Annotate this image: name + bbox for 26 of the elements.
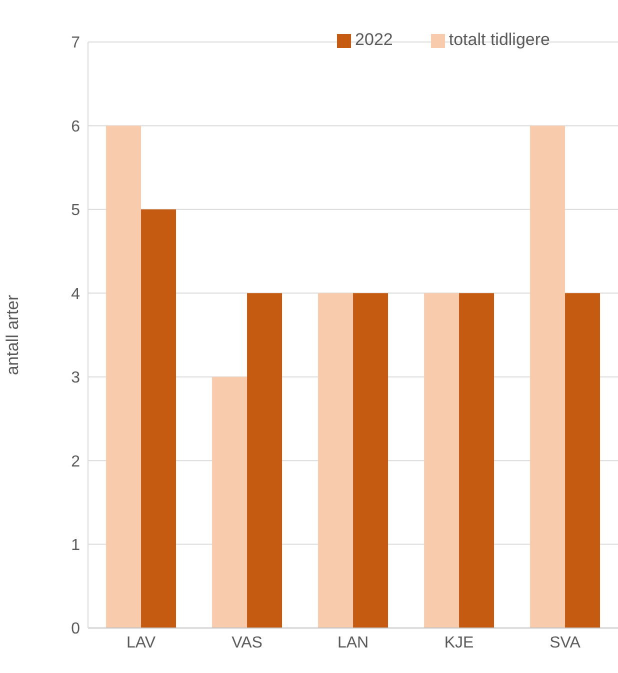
x-tick-label: VAS <box>232 634 262 652</box>
y-axis-title: antall arter <box>3 294 22 376</box>
bar <box>212 376 248 628</box>
y-tick-label: 0 <box>71 620 80 638</box>
x-tick-label: KJE <box>444 634 474 652</box>
bar <box>565 293 600 628</box>
y-tick-label: 1 <box>71 536 80 554</box>
x-tick-label: LAN <box>337 634 369 652</box>
bar <box>318 293 354 628</box>
bar <box>530 126 566 628</box>
x-tick-label: SVA <box>550 634 581 652</box>
y-tick-label: 4 <box>71 286 80 303</box>
legend-label: 2022 <box>355 30 393 49</box>
y-tick-label: 5 <box>71 202 80 220</box>
y-tick-label: 7 <box>71 34 80 52</box>
bar <box>106 126 142 628</box>
bar <box>247 293 282 628</box>
legend-label: totalt tidligere <box>448 30 550 49</box>
y-tick-label: 3 <box>71 370 80 387</box>
bar <box>459 293 494 628</box>
bar <box>141 209 176 628</box>
y-tick-label: 2 <box>71 453 80 470</box>
x-tick-label: LAV <box>126 634 156 652</box>
y-tick-label: 6 <box>71 118 80 136</box>
bar <box>424 293 460 628</box>
bar <box>353 293 388 628</box>
